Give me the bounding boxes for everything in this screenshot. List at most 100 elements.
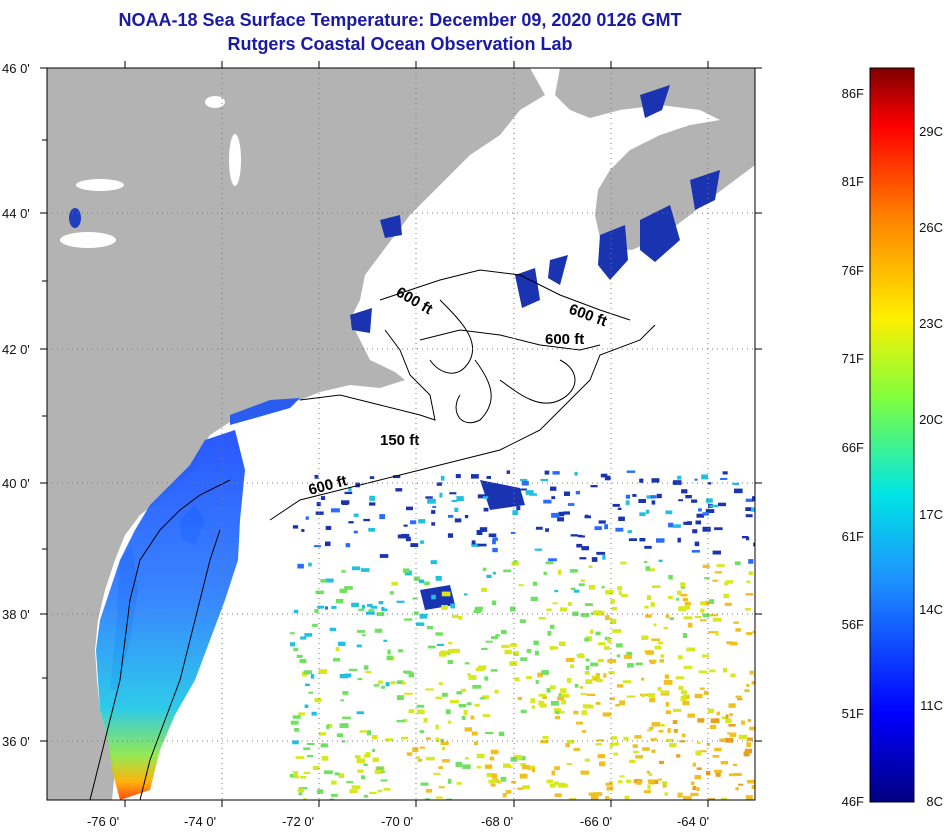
sst-pixel [532, 581, 537, 586]
sst-pixel [406, 752, 413, 756]
lon-label: -68 0' [481, 814, 513, 829]
sst-pixel [641, 677, 645, 681]
sst-pixel [672, 708, 682, 712]
sst-pixel [610, 736, 617, 740]
sst-pixel [752, 496, 755, 502]
sst-pixel [543, 571, 547, 575]
sst-pixel [369, 502, 376, 506]
sst-pixel [456, 496, 464, 501]
sst-pixel [481, 647, 488, 650]
sst-pixel [707, 482, 712, 485]
sst-pixel [358, 608, 365, 612]
sst-pixel [486, 773, 494, 778]
sst-pixel [721, 797, 728, 800]
sst-pixel [401, 533, 410, 539]
sst-pixel [618, 590, 622, 596]
sst-pixel [551, 770, 556, 776]
sst-pixel [310, 674, 315, 679]
sst-pixel [538, 693, 547, 697]
sst-pixel [303, 670, 313, 674]
sst-pixel [658, 641, 664, 645]
sst-pixel [577, 534, 583, 538]
sst-pixel [306, 743, 315, 746]
sst-pixel [662, 781, 668, 785]
sst-pixel [657, 778, 662, 781]
sst-pixel [290, 720, 299, 725]
sst-pixel [702, 564, 710, 569]
sst-pixel [733, 621, 739, 624]
sst-pixel [333, 658, 341, 662]
sst-pixel [461, 715, 466, 720]
sst-pixel [355, 482, 360, 488]
sst-pixel [477, 494, 487, 499]
map-frame [46, 67, 756, 801]
sst-pixel [735, 787, 739, 791]
sst-pixel [495, 634, 500, 637]
sst-pixel [648, 773, 653, 777]
sst-pixel [744, 748, 752, 754]
sst-pixel [404, 671, 413, 674]
sst-pixel [482, 567, 487, 571]
sst-pixel [470, 715, 475, 720]
sst-pixel [518, 584, 524, 587]
sst-pixel [345, 543, 351, 548]
sst-pixel [625, 494, 631, 499]
sst-pixel [651, 638, 660, 641]
sst-pixel [534, 548, 543, 551]
sst-pixel [707, 708, 714, 713]
sst-pixel [374, 770, 384, 774]
sst-pixel [634, 735, 642, 739]
sst-pixel [335, 598, 344, 604]
sst-pixel [560, 688, 567, 693]
sst-pixel [374, 628, 383, 633]
sst-pixel [378, 601, 384, 605]
sst-pixel [500, 776, 507, 782]
sst-pixel [464, 662, 470, 665]
sst-pixel [299, 659, 307, 664]
sst-pixel [325, 541, 331, 547]
sst-pixel [447, 533, 454, 538]
sst-pixel [458, 616, 463, 620]
sst-pixel [658, 730, 664, 733]
sst-pixel [510, 532, 516, 534]
sst-pixel [558, 511, 565, 517]
sst-pixel [686, 647, 696, 652]
sst-pixel [417, 758, 423, 762]
sst-pixel [393, 475, 401, 479]
sst-pixel [632, 744, 638, 748]
sst-pixel [415, 756, 420, 759]
sst-pixel [379, 514, 385, 520]
sst-pixel [292, 771, 299, 776]
sst-pixel [372, 748, 376, 753]
sst-pixel [348, 668, 358, 671]
sst-pixel [450, 603, 456, 609]
sst-pixel [691, 781, 695, 786]
sst-pixel [725, 580, 733, 584]
sst-pixel [625, 500, 630, 505]
sst-pixel [676, 598, 680, 601]
sst-pixel [664, 674, 670, 679]
sst-pixel [431, 522, 436, 526]
sst-pixel [643, 560, 648, 563]
sst-pixel [525, 490, 534, 495]
sst-pixel [538, 700, 545, 706]
sst-pixel [728, 703, 736, 708]
sst-pixel [504, 649, 512, 655]
colorbar-f-label: 76F [842, 263, 864, 278]
sst-pixel [567, 503, 575, 506]
sst-pixel [381, 606, 385, 611]
sst-pixel [489, 756, 495, 761]
sst-pixel [353, 513, 359, 517]
sst-pixel [558, 569, 562, 575]
sst-pixel [606, 786, 614, 791]
sst-pixel [701, 654, 710, 658]
sst-pixel [575, 490, 580, 495]
sst-pixel [426, 788, 433, 793]
sst-pixel [551, 701, 559, 706]
sst-pixel [294, 728, 299, 732]
sst-pixel [344, 491, 353, 495]
sst-pixel [380, 779, 388, 782]
sst-pixel [676, 754, 681, 758]
sst-pixel [584, 603, 593, 606]
sst-pixel [410, 543, 419, 547]
